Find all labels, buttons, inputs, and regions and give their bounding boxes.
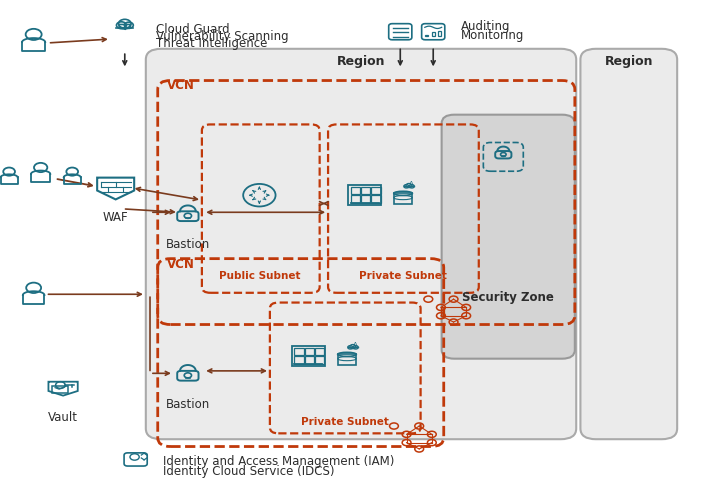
Text: A: A [353, 342, 358, 348]
FancyBboxPatch shape [146, 49, 576, 439]
Text: A: A [409, 181, 414, 187]
Text: Auditing: Auditing [461, 20, 511, 33]
Text: Vault: Vault [48, 411, 78, 424]
Text: Vulnerability Scanning: Vulnerability Scanning [156, 30, 288, 43]
Text: Region: Region [605, 55, 654, 67]
Text: Private Subnet: Private Subnet [359, 271, 447, 281]
Text: VCN: VCN [167, 258, 195, 271]
Text: Identity and Access Management (IAM): Identity and Access Management (IAM) [163, 455, 394, 468]
Text: VCN: VCN [167, 79, 195, 92]
Text: Security Zone: Security Zone [461, 291, 554, 304]
Text: Private Subnet: Private Subnet [301, 417, 389, 427]
Text: WAF: WAF [103, 211, 128, 224]
FancyBboxPatch shape [442, 115, 575, 359]
Text: Threat Intelligence: Threat Intelligence [156, 38, 267, 50]
Text: Region: Region [336, 55, 386, 67]
Text: Identity Cloud Service (IDCS): Identity Cloud Service (IDCS) [163, 466, 334, 478]
FancyBboxPatch shape [580, 49, 677, 439]
Text: Bastion: Bastion [165, 239, 210, 251]
Text: Public Subnet: Public Subnet [219, 271, 300, 281]
Text: Monitoring: Monitoring [461, 29, 524, 41]
Text: Bastion: Bastion [165, 398, 210, 410]
Text: Cloud Guard: Cloud Guard [156, 23, 229, 36]
